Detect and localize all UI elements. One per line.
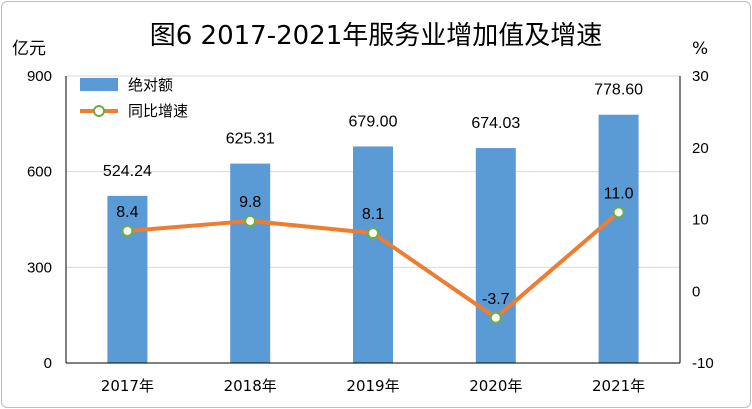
bar-value-label: 625.31 [226, 131, 275, 148]
x-tick-label: 2018年 [224, 377, 277, 395]
y-left-tick-label: 300 [27, 259, 52, 276]
line-series [121, 206, 625, 324]
legend-label-line: 同比增速 [128, 102, 188, 120]
line-value-label: 9.8 [239, 194, 261, 211]
line-value-label: 8.4 [116, 204, 138, 221]
y-left-tick-label: 900 [27, 68, 52, 85]
data-labels: 524.24 625.31 679.00 674.03 778.60 8.4 9.8 8.1 -… [103, 82, 643, 308]
y-right-tick-label: -10 [692, 355, 714, 372]
bar [475, 148, 516, 363]
y-left-tick-label: 600 [27, 164, 52, 181]
line-point [244, 214, 257, 227]
line-point [489, 311, 502, 324]
x-tick-label: 2019年 [346, 377, 399, 395]
bar-value-label: 674.03 [471, 115, 520, 132]
line-point [121, 224, 134, 237]
bar [598, 114, 639, 364]
x-tick-label: 2017年 [101, 377, 154, 395]
line-value-label: -3.7 [482, 291, 510, 308]
bar [353, 146, 393, 363]
y-right-unit: % [692, 39, 708, 59]
y-left-unit: 亿元 [12, 39, 46, 59]
bar-series [107, 114, 639, 364]
legend-swatch-bar [80, 78, 118, 91]
bar [230, 163, 271, 363]
line-value-label: 8.1 [362, 206, 384, 223]
y-right-tick-label: 30 [692, 68, 709, 85]
legend-label-bar: 绝对额 [128, 76, 173, 94]
y-right-tick-label: 10 [692, 212, 709, 229]
axes: 0 300 600 900 -10 0 10 20 30 2017年 2018年 2019年 2020年… [27, 68, 714, 395]
x-tick-label: 2021年 [592, 377, 645, 395]
line-point [612, 206, 625, 219]
bar-value-label: 524.24 [103, 163, 152, 180]
x-tick-label: 2020年 [469, 377, 522, 395]
y-right-tick-label: 20 [692, 140, 709, 157]
bar-value-label: 778.60 [594, 82, 643, 99]
bar [107, 195, 148, 363]
line-point [367, 227, 379, 240]
chart-title: 图6 2017-2021年服务业增加值及增速 [150, 21, 603, 51]
legend-swatch-marker [93, 105, 105, 117]
y-left-tick-label: 0 [44, 355, 52, 372]
y-right-tick-label: 0 [692, 283, 700, 300]
line-value-label: 11.0 [604, 185, 634, 202]
bar-value-label: 679.00 [349, 113, 398, 130]
